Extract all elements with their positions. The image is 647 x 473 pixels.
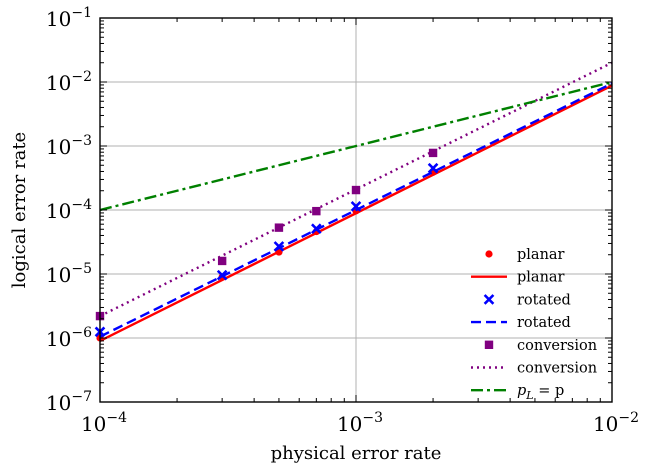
tick-base: 10 bbox=[46, 71, 71, 95]
tick-base: 10 bbox=[593, 412, 618, 436]
tick-exponent: −7 bbox=[71, 389, 92, 405]
y-tick-label: 10−4 bbox=[46, 197, 92, 223]
y-tick-label: 10−7 bbox=[46, 389, 92, 415]
tick-exponent: −3 bbox=[71, 133, 92, 149]
series-line-pl-p bbox=[99, 80, 613, 212]
tick-base: 10 bbox=[46, 327, 71, 351]
tick-exponent: −2 bbox=[618, 410, 639, 426]
tick-base: 10 bbox=[46, 7, 71, 31]
tick-exponent: −2 bbox=[71, 69, 92, 85]
x-tick-label: 10−2 bbox=[593, 410, 639, 436]
legend-label-rotated: rotated bbox=[517, 292, 571, 308]
legend-marker-rotated bbox=[483, 294, 495, 305]
tick-base: 10 bbox=[337, 412, 362, 436]
legend-label-pl-p: pL = p bbox=[517, 383, 564, 402]
tick-exponent: −5 bbox=[71, 261, 92, 277]
legend-label-planar: planar bbox=[517, 270, 565, 286]
data-point-conversion bbox=[351, 185, 361, 195]
plot-series bbox=[94, 61, 613, 343]
x-axis-label: physical error rate bbox=[271, 443, 442, 464]
series-line-planar bbox=[99, 84, 613, 343]
legend-label-conversion: conversion bbox=[517, 338, 597, 354]
data-point-conversion bbox=[217, 256, 227, 266]
data-point-rotated bbox=[427, 162, 439, 174]
tick-exponent: −4 bbox=[106, 410, 127, 426]
tick-base: 10 bbox=[46, 263, 71, 287]
data-point-conversion bbox=[428, 148, 438, 158]
y-tick-label: 10−5 bbox=[46, 261, 92, 287]
series-line-rotated bbox=[99, 82, 613, 338]
legend-label-planar: planar bbox=[517, 247, 565, 263]
tick-base: 10 bbox=[46, 135, 71, 159]
tick-base: 10 bbox=[81, 412, 106, 436]
tick-exponent: −3 bbox=[362, 410, 383, 426]
y-tick-label: 10−2 bbox=[46, 69, 92, 95]
tick-exponent: −6 bbox=[71, 325, 92, 341]
legend-marker-conversion bbox=[484, 340, 494, 349]
legend-label-sub: L bbox=[525, 389, 533, 402]
y-tick-label: 10−1 bbox=[46, 5, 92, 31]
tick-exponent: −4 bbox=[71, 197, 92, 213]
y-axis-label: logical error rate bbox=[9, 132, 30, 288]
legend-label-rest: = p bbox=[534, 383, 565, 399]
data-point-conversion bbox=[312, 206, 321, 216]
tick-labels: 10−4 10−3 10−210−710−610−510−410−310−210−1 bbox=[46, 5, 639, 436]
legend: planar planar rotated rotated conversion conv… bbox=[471, 247, 597, 402]
y-tick-label: 10−3 bbox=[46, 133, 92, 159]
legend-label-main: p bbox=[517, 383, 526, 399]
tick-base: 10 bbox=[46, 391, 71, 415]
x-tick-label: 10−4 bbox=[81, 410, 127, 436]
legend-label-conversion: conversion bbox=[517, 361, 597, 377]
y-tick-label: 10−6 bbox=[46, 325, 92, 351]
legend-label-rotated: rotated bbox=[517, 315, 571, 331]
tick-exponent: −1 bbox=[71, 5, 92, 21]
x-tick-label: 10−3 bbox=[337, 410, 383, 436]
axis-ticks bbox=[99, 17, 613, 403]
tick-base: 10 bbox=[46, 199, 71, 223]
legend-marker-planar bbox=[485, 250, 493, 258]
